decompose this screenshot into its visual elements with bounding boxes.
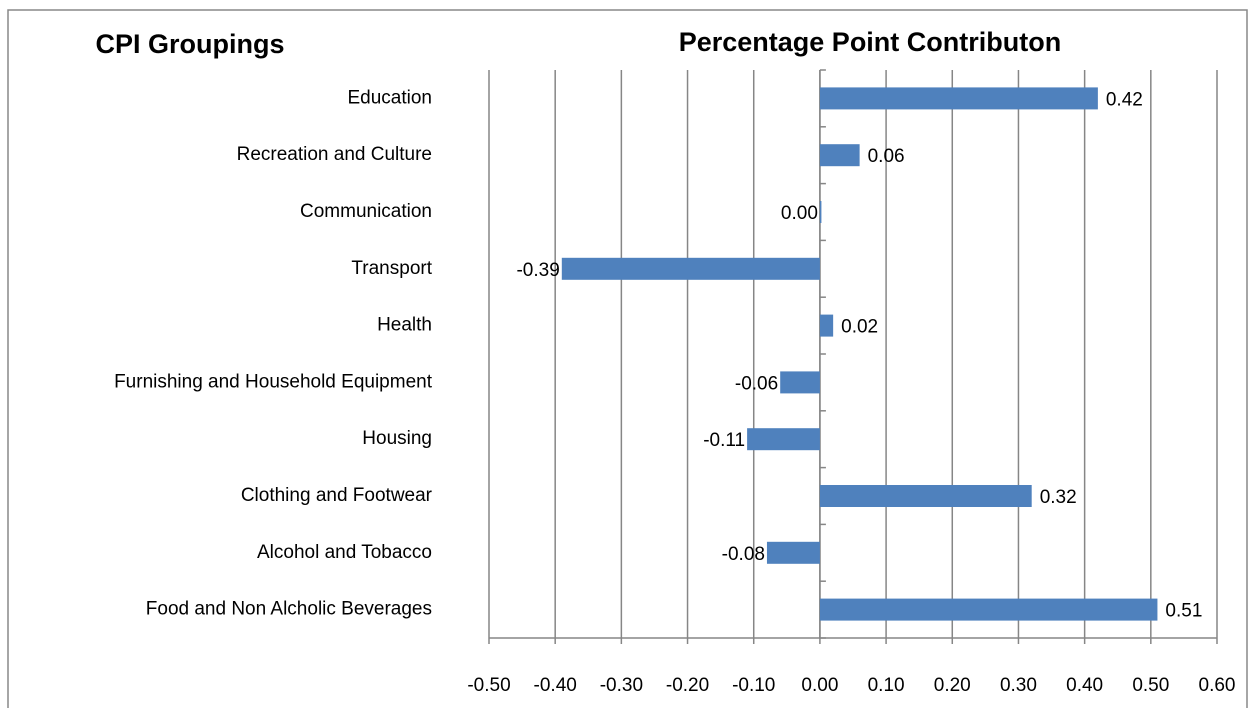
y-tick-label: Transport	[351, 258, 432, 279]
y-tick-label: Furnishing and Household Equipment	[114, 371, 433, 392]
x-tick-label: -0.10	[732, 675, 775, 696]
x-tick-label: 0.00	[801, 675, 838, 696]
x-tick-label: -0.20	[666, 675, 709, 696]
x-tick-label: -0.30	[600, 675, 643, 696]
y-tick-label: Clothing and Footwear	[241, 485, 433, 506]
x-tick-label: 0.40	[1066, 675, 1103, 696]
bar	[819, 314, 834, 337]
y-tick-label: Health	[377, 315, 432, 336]
chart-title: Percentage Point Contributon	[679, 27, 1062, 57]
y-tick-label: Recreation and Culture	[237, 144, 432, 165]
data-label: 0.06	[868, 146, 905, 167]
x-tick-label: 0.20	[934, 675, 971, 696]
y-tick-label: Communication	[300, 201, 432, 222]
x-tick-label: -0.50	[467, 675, 510, 696]
data-label: 0.42	[1106, 89, 1143, 110]
y-tick-label: Education	[347, 87, 432, 108]
data-label: 0.32	[1040, 487, 1077, 508]
x-tick-label: 0.60	[1199, 675, 1236, 696]
data-label: 0.02	[841, 317, 878, 338]
bar	[780, 371, 820, 394]
x-tick-label: 0.30	[1000, 675, 1037, 696]
x-tick-label: -0.40	[534, 675, 577, 696]
bar	[747, 428, 820, 451]
bar	[819, 201, 822, 223]
bar	[819, 144, 860, 167]
data-label: 0.00	[781, 203, 818, 224]
x-tick-label: 0.50	[1132, 675, 1169, 696]
x-tick-label: 0.10	[868, 675, 905, 696]
bar	[766, 541, 820, 564]
bar	[819, 87, 1098, 110]
data-label: -0.11	[703, 430, 745, 451]
y-tick-label: Housing	[362, 428, 432, 449]
bar	[819, 485, 1032, 507]
data-label: -0.06	[735, 373, 778, 394]
data-label: 0.51	[1165, 601, 1202, 622]
data-label: -0.08	[722, 544, 765, 565]
category-title: CPI Groupings	[96, 29, 285, 59]
bar	[561, 257, 820, 280]
data-label: -0.39	[516, 260, 559, 281]
chart-border	[7, 9, 1248, 713]
y-tick-label: Food and Non Alcholic Beverages	[146, 599, 432, 620]
y-tick-label: Alcohol and Tobacco	[257, 542, 432, 563]
bar	[819, 598, 1158, 621]
